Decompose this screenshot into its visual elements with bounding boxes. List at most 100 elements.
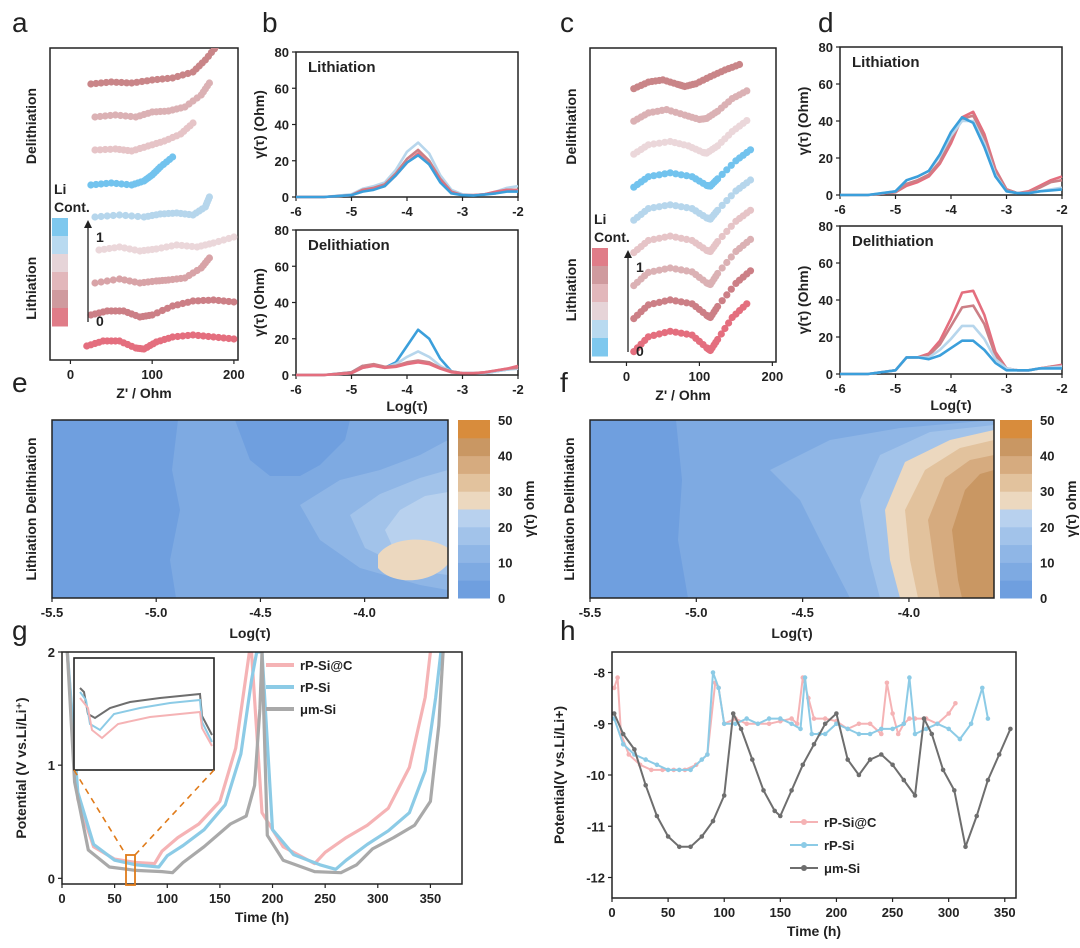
nyquist-point [641,143,649,151]
colorbar-tick-label: 20 [1040,520,1054,535]
y-tick-label: -9 [593,717,605,732]
legend-label: rP-Si@C [824,815,877,830]
panel-label-d: d [818,7,834,38]
nyquist-point [661,329,669,337]
y-tick-label: -12 [586,871,605,886]
nyquist-point [666,296,674,304]
series-point [794,721,800,727]
series-point [953,701,958,706]
nyquist-point [717,330,725,338]
li-arrow-head [84,220,92,228]
nyquist-point [101,145,109,154]
nyquist-point [641,272,649,280]
nyquist-point [666,169,674,177]
nyquist-point [641,304,649,312]
series-point [985,777,991,783]
nyquist-point [173,132,181,140]
nyquist-point [641,336,649,345]
x-axis-label: Log(τ) [771,625,812,641]
nyquist-point [148,277,156,286]
series-point [710,818,716,824]
x-tick-label: 150 [769,905,791,920]
y-tick-label: 60 [819,77,833,92]
series-point [800,762,806,768]
nyquist-point [641,207,649,216]
nyquist-point [712,272,720,280]
nyquist-point [650,235,658,243]
x-tick-label: 100 [713,905,735,920]
li-colorbar-cell [52,254,68,273]
y-axis-label: Lithiation Delithiation [23,437,39,580]
li-colorbar-cell [592,338,608,357]
panel-title: Delithiation [308,237,390,254]
series-point [778,716,783,721]
nyquist-point [743,148,751,157]
nyquist-point [99,308,107,316]
y-tick-label: 20 [275,332,289,347]
nyquist-point [186,122,194,130]
series-point [895,731,901,737]
nyquist-point [683,299,691,307]
y-tick-label: 80 [275,45,289,60]
series-point [750,757,755,762]
series-point [996,752,1002,757]
nyquist-point [225,234,233,243]
nyquist-point [115,211,124,219]
x-tick-label: -3 [457,382,469,397]
nyquist-point [683,235,691,243]
series-point [738,726,744,732]
nyquist-point [144,109,152,117]
x-tick-label: -6 [290,382,302,397]
x-tick-label: -4.0 [898,605,920,620]
nyquist-point [743,238,751,246]
inset-curve-2 [79,697,213,747]
series-group [612,670,1013,850]
gamma-line-3 [296,361,519,377]
nyquist-point [102,179,110,188]
colorbar-tick-label: 50 [1040,413,1054,428]
gamma-line-1 [840,114,1063,197]
nyquist-point [203,256,211,265]
series-point [884,680,890,686]
y-tick-label: 80 [819,40,833,55]
colorbar-cell [1000,562,1032,581]
colorbar-cell [458,437,490,457]
nyquist-point [655,266,663,274]
x-tick-label: -5.0 [145,605,167,620]
nyquist-point [666,232,674,240]
series-point [699,757,705,762]
x-tick-label: -2 [1056,381,1068,396]
series-point [907,716,912,721]
colorbar-cell [1000,526,1032,546]
nyquist-point [661,138,669,146]
series-point [901,721,907,727]
nyquist-point [739,303,747,311]
nyquist-point [666,201,674,209]
x-tick-label: -5 [890,381,902,396]
gamma-line-3 [840,339,1062,376]
nyquist-point [131,278,139,286]
inset-frame [73,657,215,771]
x-tick-label: 200 [223,367,245,382]
series-point [778,813,783,819]
y-tick-label: 20 [819,151,833,166]
nyquist-point [97,278,105,286]
nyquist-point [225,297,233,306]
panel-title: Lithiation [308,59,376,76]
nyquist-point [106,145,114,153]
panel-label-h: h [560,615,576,646]
y-tick-label: 60 [819,256,833,271]
colorbar-cell [1000,420,1032,439]
colorbar-tick-label: 40 [498,449,512,464]
series-point [822,731,828,737]
y-tick-label: 40 [819,293,833,308]
nyquist-point [95,338,103,346]
colorbar-tick-label: 50 [498,413,512,428]
y-tick-label: 40 [275,296,289,311]
series-point [766,721,772,727]
x-tick-label: -2 [512,382,524,397]
legend-marker [801,865,807,871]
nyquist-point [718,201,726,209]
x-tick-label: -6 [290,204,302,219]
